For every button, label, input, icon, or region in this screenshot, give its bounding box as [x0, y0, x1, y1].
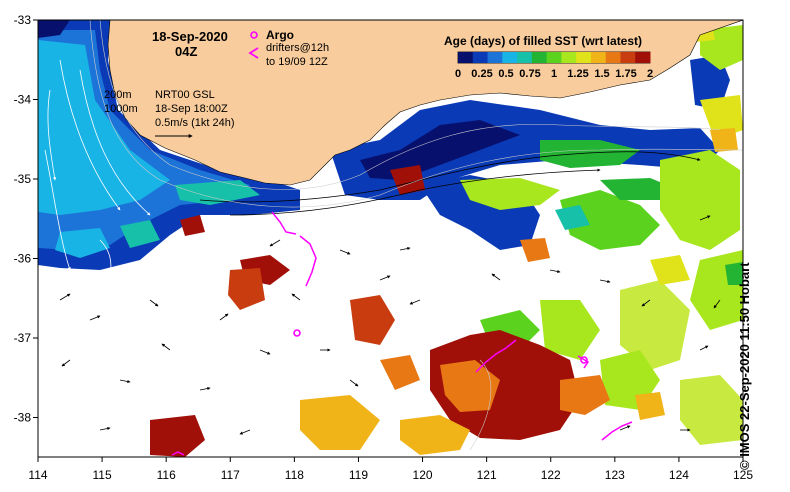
colorbar-swatch: [517, 52, 533, 63]
colorbar-tick-label: 1.5: [594, 68, 609, 80]
sst-age-west: [38, 20, 300, 270]
x-tick-label: 116: [157, 468, 176, 482]
colorbar-title: Age (days) of filled SST (wrt latest): [444, 34, 642, 48]
colorbar-swatch: [531, 52, 548, 63]
x-tick-label: 114: [28, 468, 47, 482]
colorbar-swatch: [605, 52, 621, 63]
colorbar-swatch: [576, 52, 592, 63]
colorbar-swatch: [502, 52, 518, 63]
current-scale-label: 0.5m/s (1kt 24h): [155, 117, 234, 129]
y-tick-label: -35: [14, 172, 32, 186]
drifter-legend-line1: drifters@12h: [266, 42, 329, 54]
colorbar-tick-label: 1.25: [567, 68, 588, 80]
y-tick-label: -37: [14, 331, 32, 345]
isobath-contours: [89, 20, 743, 451]
argo-float-marker: [293, 329, 301, 337]
colorbar-tick-labels: 0 0.25 0.5 0.75 1 1.25 1.5 1.75 2: [455, 68, 653, 80]
colorbar-swatch: [620, 52, 636, 63]
colorbar-swatch: [458, 52, 474, 63]
y-axis: -33 -34 -35 -36 -37 -38: [14, 13, 38, 425]
colorbar-swatch: [561, 52, 577, 63]
isobath-shallow-label: 200m: [104, 89, 132, 101]
y-tick-label: -33: [14, 13, 32, 27]
offshore-streamlines: [44, 59, 151, 301]
x-tick-label: 119: [349, 468, 368, 482]
current-valid-time: 18-Sep 18:00Z: [155, 103, 228, 115]
argo-float-marker: [580, 356, 588, 364]
y-tick-label: -34: [14, 93, 32, 107]
current-product-label: NRT00 GSL: [155, 89, 215, 101]
y-tick-label: -38: [14, 411, 32, 425]
isobath-deep-label: 1000m: [104, 103, 138, 115]
x-tick-label: 122: [541, 468, 561, 482]
drifter-legend-line2: to 19/09 12Z: [266, 56, 328, 68]
colorbar-tick-label: 0.25: [471, 68, 492, 80]
map-time: 04Z: [175, 44, 197, 59]
colorbar-swatch: [472, 52, 489, 63]
colorbar-tick-label: 0: [455, 68, 461, 80]
argo-legend-title: Argo: [266, 28, 294, 42]
colorbar-swatch: [487, 52, 503, 63]
x-tick-label: 121: [477, 468, 497, 482]
y-tick-label: -36: [14, 252, 32, 266]
colorbar-tick-label: 0.5: [498, 68, 513, 80]
x-tick-label: 117: [221, 468, 240, 482]
colorbar-swatch: [546, 52, 562, 63]
imos-credit: © IMOS 22-Sep-2020 11:50 Hobart: [737, 262, 752, 470]
argo-drifters: [171, 211, 633, 456]
colorbar-tick-label: 0.75: [519, 68, 540, 80]
colorbar-tick-label: 1.75: [615, 68, 636, 80]
x-tick-label: 120: [413, 468, 433, 482]
argo-legend-icon: [250, 31, 258, 39]
x-axis: 114 115 116 117 118 119 120 121 122 123 124 125: [28, 457, 753, 482]
colorbar-tick-label: 1: [551, 68, 557, 80]
x-tick-label: 124: [669, 468, 689, 482]
x-tick-label: 123: [605, 468, 625, 482]
map-date: 18-Sep-2020: [152, 29, 228, 44]
drifter-legend-icon: [248, 47, 259, 59]
colorbar-tick-label: 2: [647, 68, 653, 80]
x-tick-label: 125: [733, 468, 753, 482]
current-vectors: [59, 151, 721, 435]
x-tick-label: 118: [285, 468, 304, 482]
x-tick-label: 115: [93, 468, 112, 482]
sst-age-old: [150, 128, 738, 457]
map-frame: [37, 19, 744, 458]
colorbar-swatches: [458, 52, 651, 63]
colorbar-swatch: [590, 52, 607, 63]
colorbar-swatch: [635, 52, 651, 63]
